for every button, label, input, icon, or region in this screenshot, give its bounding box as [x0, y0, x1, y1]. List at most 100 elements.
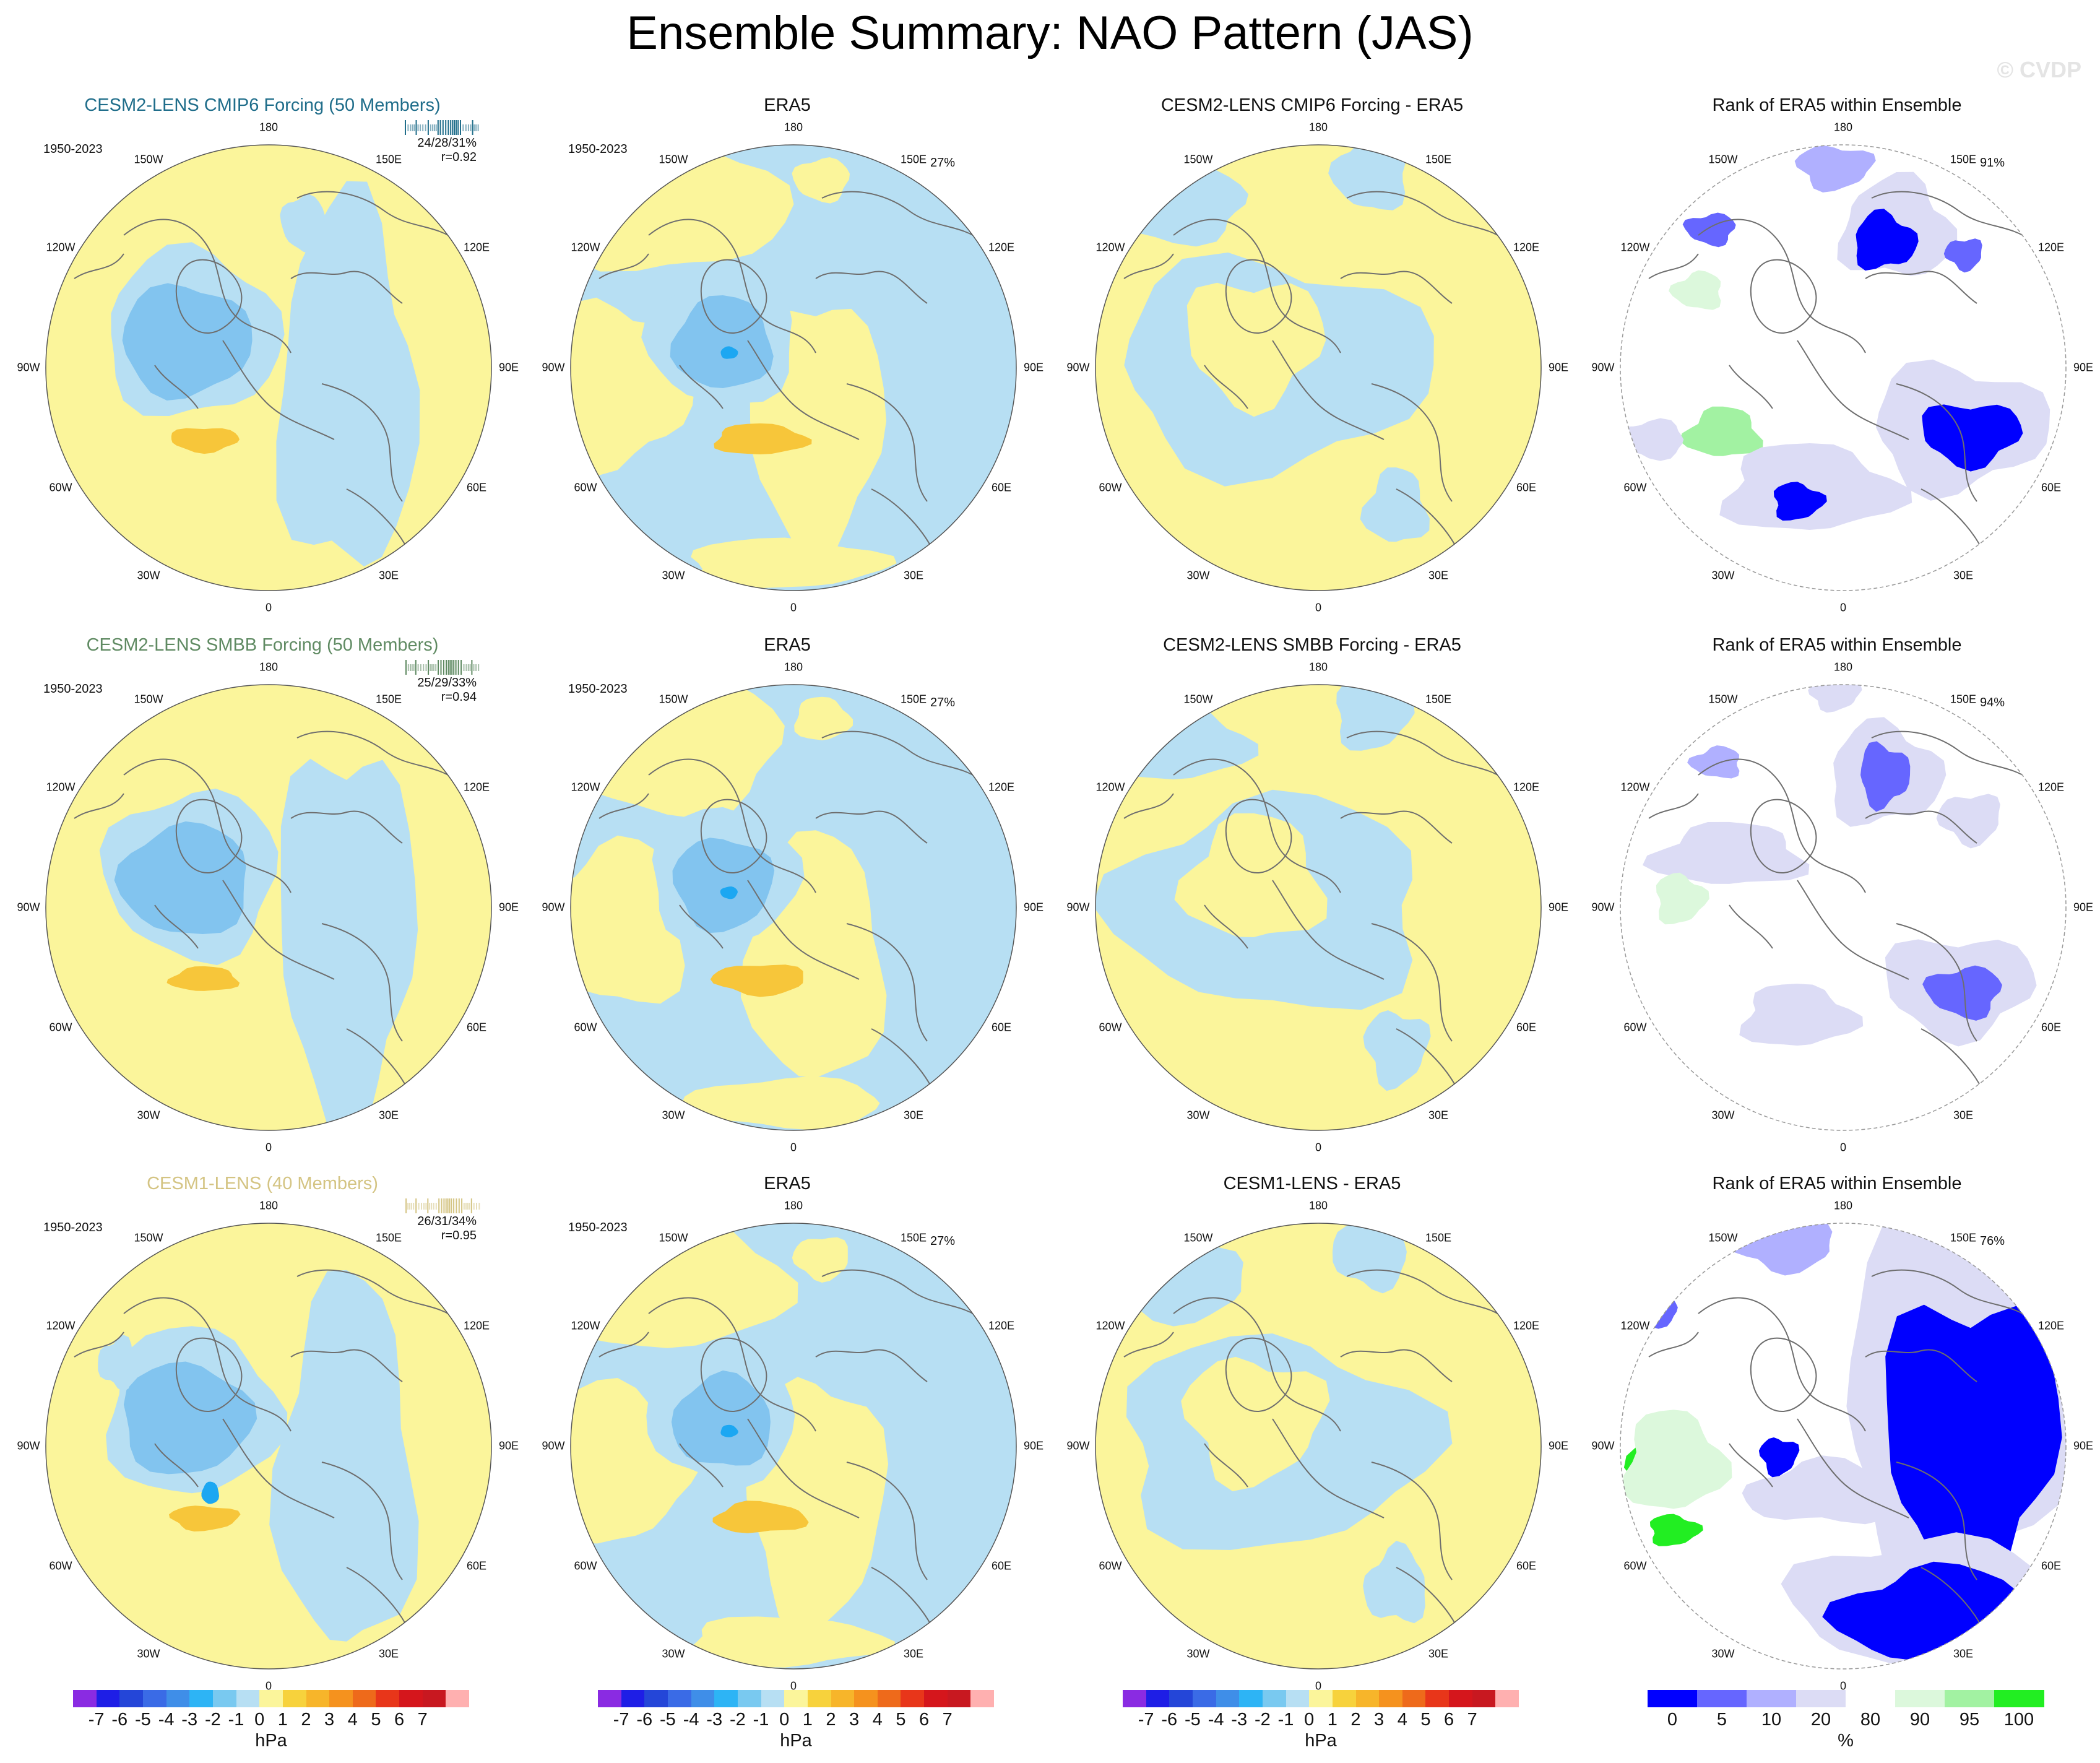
- longitude-label: 60E: [2041, 1559, 2062, 1572]
- colorbar-tick-label: 7: [1467, 1710, 1477, 1730]
- diff-polar-map: [1095, 684, 1542, 1131]
- longitude-label: 0: [1839, 1141, 1847, 1154]
- colorbar-swatch: [306, 1690, 330, 1707]
- longitude-label: 60W: [49, 1559, 72, 1572]
- rug-tick: [415, 660, 417, 675]
- longitude-label: 0: [1315, 1679, 1322, 1692]
- longitude-label: 150E: [1425, 1231, 1452, 1244]
- colorbar-swatch: [924, 1690, 948, 1707]
- rug-tick: [433, 664, 434, 671]
- colorbar-tick-label: -1: [1277, 1710, 1294, 1730]
- colorbar-tick-label: 3: [324, 1710, 335, 1730]
- longitude-label: 90E: [498, 361, 519, 374]
- colorbar-tick-label: -3: [706, 1710, 723, 1730]
- longitude-label: 30E: [1953, 1109, 1974, 1122]
- era5-title: ERA5: [764, 1174, 811, 1193]
- longitude-label: 60E: [466, 1559, 487, 1572]
- colorbar-tick-label: 0: [1304, 1710, 1315, 1730]
- longitude-label: 30W: [662, 569, 685, 582]
- longitude-label: 90E: [1023, 361, 1044, 374]
- rug-tick: [433, 124, 435, 131]
- ensemble-rug-plot: [405, 1198, 480, 1213]
- era-polar-map: [570, 1223, 1017, 1670]
- longitude-label: 60E: [1516, 1559, 1537, 1572]
- longitude-label: 120W: [46, 1319, 76, 1332]
- colorbar-swatch: [1146, 1690, 1170, 1707]
- page-title: Ensemble Summary: NAO Pattern (JAS): [626, 7, 1474, 59]
- rug-tick: [410, 124, 412, 131]
- colorbar-tick-label: 6: [394, 1710, 405, 1730]
- colorbar-swatch: [1216, 1690, 1240, 1707]
- rug-tick: [438, 660, 439, 675]
- colorbar-swatch: [667, 1690, 691, 1707]
- rug-tick: [411, 664, 413, 671]
- longitude-label: 180: [1833, 661, 1853, 674]
- rug-tick: [461, 1198, 463, 1213]
- longitude-label: 120W: [46, 781, 76, 794]
- longitude-label: 60W: [49, 1021, 72, 1034]
- longitude-label: 150E: [1425, 153, 1452, 166]
- rug-tick: [477, 124, 479, 131]
- longitude-label: 90W: [542, 361, 565, 374]
- rug-tick: [441, 1198, 443, 1213]
- longitude-label: 150W: [1183, 1231, 1213, 1244]
- colorbar-tick-label: -6: [636, 1710, 653, 1730]
- coastlines: [1648, 1269, 2033, 1630]
- rug-tick: [458, 1198, 460, 1213]
- colorbar-swatch: [784, 1690, 808, 1707]
- rug-tick: [463, 1203, 465, 1210]
- rug-tick: [465, 124, 467, 131]
- longitude-label: 60E: [1516, 1021, 1537, 1034]
- rug-tick: [456, 120, 457, 135]
- colorbar-swatch: [1994, 1690, 2044, 1707]
- rug-tick: [412, 124, 413, 131]
- longitude-label: 120E: [2037, 1319, 2065, 1332]
- colorbar-tick-label: 2: [826, 1710, 836, 1730]
- longitude-label: 30E: [1428, 1109, 1449, 1122]
- rug-tick: [445, 120, 447, 135]
- colorbar-swatch: [761, 1690, 785, 1707]
- longitude-label: 60W: [574, 1021, 597, 1034]
- rug-tick: [435, 1203, 437, 1210]
- colorbar-tick-label: 5: [1420, 1710, 1431, 1730]
- era-map-panel: ERA5 1950-2023 27% 180 150E 120E 90E 60E 30E 0 30W…: [525, 93, 1050, 631]
- longitude-label: 60E: [1516, 481, 1537, 494]
- longitude-label: 60W: [1099, 481, 1122, 494]
- longitude-label: 0: [1315, 601, 1322, 614]
- longitude-label: 90E: [1548, 361, 1569, 374]
- longitude-label: 30E: [378, 569, 399, 582]
- longitude-label: 30E: [378, 1109, 399, 1122]
- colorbar-tick-label: -6: [1161, 1710, 1178, 1730]
- colorbar-swatch: [621, 1690, 645, 1707]
- model-map-panel: CESM1-LENS (40 Members) 1950-2023 26/31/34…: [0, 1171, 525, 1710]
- colorbar-swatch: [399, 1690, 423, 1707]
- model-title: CESM2-LENS SMBB Forcing (50 Members): [86, 635, 439, 655]
- coastlines: [74, 1269, 459, 1630]
- era5-title: ERA5: [764, 635, 811, 655]
- ensemble-stats: 26/31/34% r=0.95: [417, 1215, 477, 1242]
- rug-tick: [413, 124, 415, 131]
- coastlines: [598, 730, 983, 1091]
- coastlines: [598, 1269, 983, 1630]
- longitude-label: 120W: [571, 241, 600, 254]
- longitude-label: 90E: [1548, 901, 1569, 914]
- longitude-label: 90W: [542, 901, 565, 914]
- longitude-label: 120W: [571, 781, 600, 794]
- colorbar-tick-label: -5: [1184, 1710, 1201, 1730]
- rug-tick: [460, 120, 461, 135]
- rug-tick: [478, 1203, 480, 1210]
- rug-tick: [463, 664, 465, 671]
- rug-tick: [447, 660, 449, 675]
- rug-tick: [407, 664, 409, 671]
- rank-percent: 94%: [1980, 696, 2005, 709]
- longitude-label: 120W: [46, 241, 76, 254]
- rug-tick: [451, 660, 453, 675]
- longitude-label: 0: [790, 601, 797, 614]
- longitude-label: 90W: [1591, 901, 1615, 914]
- rank-polar-map: [1620, 684, 2067, 1131]
- colorbar-tick-label: 4: [872, 1710, 883, 1730]
- rank-polar-map: [1620, 144, 2067, 591]
- colorbar-swatch: [1123, 1690, 1147, 1707]
- longitude-label: 150W: [134, 1231, 163, 1244]
- rug-tick: [478, 664, 480, 671]
